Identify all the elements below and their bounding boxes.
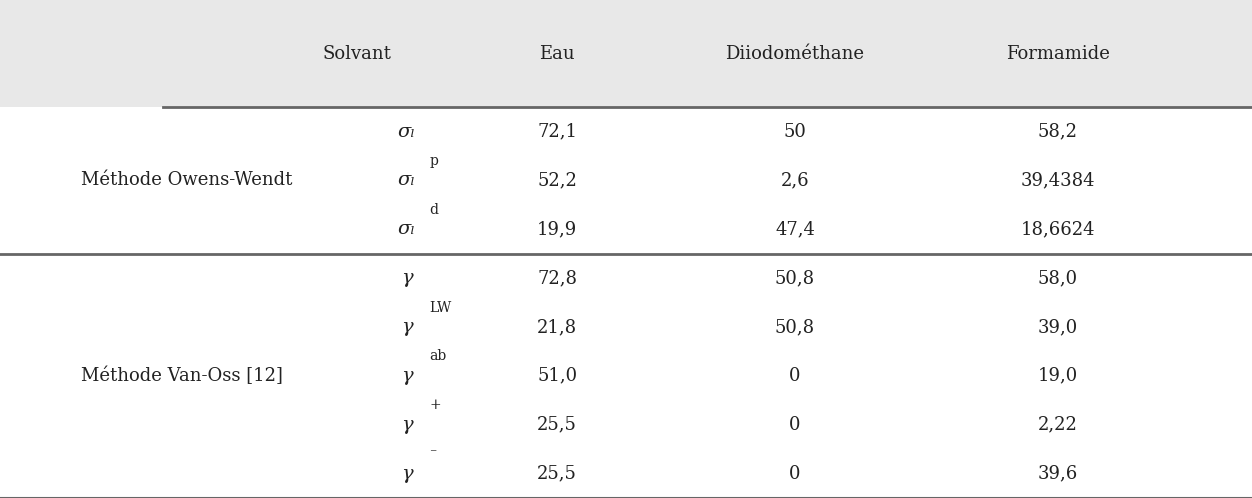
Text: 0: 0 — [789, 367, 801, 385]
Bar — [0, 0, 1252, 107]
Text: LW: LW — [429, 300, 452, 315]
Text: 50,8: 50,8 — [775, 269, 815, 287]
Text: 19,0: 19,0 — [1038, 367, 1078, 385]
Text: Méthode Owens-Wendt: Méthode Owens-Wendt — [81, 171, 293, 189]
Text: 39,0: 39,0 — [1038, 318, 1078, 336]
Text: Formamide: Formamide — [1007, 44, 1109, 63]
Text: 21,8: 21,8 — [537, 318, 577, 336]
Text: Solvant: Solvant — [322, 44, 392, 63]
Text: Eau: Eau — [540, 44, 575, 63]
Text: γ: γ — [401, 465, 413, 483]
Text: σₗ: σₗ — [398, 220, 416, 238]
Text: γ: γ — [401, 318, 413, 336]
Text: 19,9: 19,9 — [537, 220, 577, 238]
Text: σₗ: σₗ — [398, 171, 416, 189]
Text: 0: 0 — [789, 465, 801, 483]
Text: γ: γ — [401, 367, 413, 385]
Text: 72,8: 72,8 — [537, 269, 577, 287]
Text: 25,5: 25,5 — [537, 465, 577, 483]
Text: +: + — [429, 398, 441, 412]
Text: ab: ab — [429, 350, 447, 364]
Text: Méthode Van-Oss [12]: Méthode Van-Oss [12] — [81, 367, 283, 385]
Text: 52,2: 52,2 — [537, 171, 577, 189]
Text: 39,6: 39,6 — [1038, 465, 1078, 483]
Text: p: p — [429, 154, 438, 168]
Text: d: d — [429, 203, 438, 217]
Text: 50: 50 — [784, 123, 806, 140]
Text: 39,4384: 39,4384 — [1020, 171, 1096, 189]
Text: γ: γ — [401, 269, 413, 287]
Text: 2,6: 2,6 — [781, 171, 809, 189]
Text: 25,5: 25,5 — [537, 416, 577, 434]
Text: γ: γ — [401, 416, 413, 434]
Text: 58,2: 58,2 — [1038, 123, 1078, 140]
Text: 58,0: 58,0 — [1038, 269, 1078, 287]
Text: 72,1: 72,1 — [537, 123, 577, 140]
Text: 50,8: 50,8 — [775, 318, 815, 336]
Text: 2,22: 2,22 — [1038, 416, 1078, 434]
Text: Diiodométhane: Diiodométhane — [725, 44, 865, 63]
Text: 51,0: 51,0 — [537, 367, 577, 385]
Text: 47,4: 47,4 — [775, 220, 815, 238]
Text: 0: 0 — [789, 416, 801, 434]
Text: 18,6624: 18,6624 — [1020, 220, 1096, 238]
Text: σₗ: σₗ — [398, 123, 416, 140]
Text: ⁻: ⁻ — [429, 447, 437, 461]
